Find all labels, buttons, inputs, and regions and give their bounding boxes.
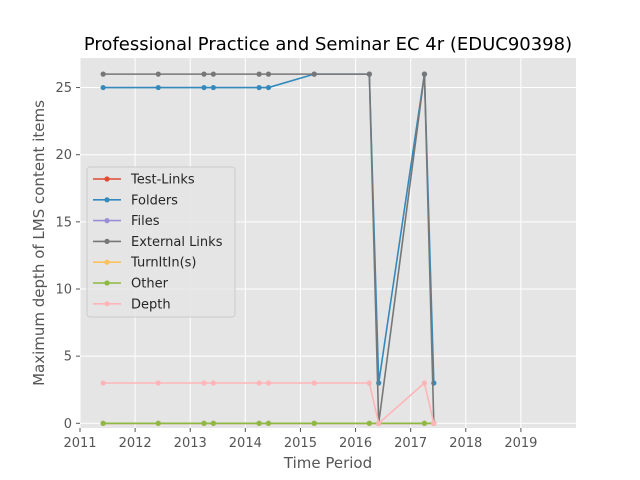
series-layer bbox=[100, 71, 437, 426]
legend-label: External Links bbox=[131, 235, 223, 250]
legend-item-test-links: Test-Links bbox=[93, 173, 195, 188]
x-tick-label: 2017 bbox=[394, 436, 427, 451]
data-point-folders bbox=[265, 84, 272, 91]
legend-marker bbox=[104, 280, 110, 286]
data-point-other bbox=[366, 420, 372, 426]
legend-marker bbox=[104, 218, 110, 224]
chart-title: Professional Practice and Seminar EC 4r … bbox=[84, 34, 572, 55]
y-tick-label: 20 bbox=[55, 148, 72, 163]
data-point-other bbox=[311, 420, 317, 426]
data-point-folders bbox=[155, 84, 161, 91]
data-point-other bbox=[256, 420, 262, 426]
data-point-depth bbox=[256, 380, 262, 386]
legend-marker bbox=[104, 176, 110, 182]
y-axis-ticks: 0 5 10 15 20 25 bbox=[55, 81, 80, 432]
data-point-external-links bbox=[421, 71, 428, 77]
x-axis-label: Time Period bbox=[283, 454, 372, 472]
data-point-depth bbox=[265, 380, 272, 386]
x-tick-label: 2018 bbox=[449, 436, 482, 451]
legend-box bbox=[86, 166, 236, 318]
y-axis-label: Maximum depth of LMS content items bbox=[30, 100, 48, 386]
data-point-external-links bbox=[311, 71, 317, 77]
legend-item-files: Files bbox=[93, 214, 160, 229]
data-point-depth bbox=[376, 420, 382, 426]
data-point-depth bbox=[201, 380, 207, 386]
legend-item-turnitin-s: TurnItIn(s) bbox=[93, 256, 196, 271]
legend-label: Depth bbox=[131, 297, 171, 312]
x-tick-label: 2016 bbox=[339, 436, 372, 451]
data-point-folders bbox=[256, 84, 262, 91]
data-point-other bbox=[421, 420, 428, 426]
data-point-depth bbox=[366, 380, 372, 386]
legend-item-folders: Folders bbox=[93, 193, 178, 208]
data-point-depth bbox=[431, 420, 437, 426]
legend-label: Folders bbox=[131, 193, 178, 208]
legend-item-other: Other bbox=[93, 277, 169, 292]
data-point-depth bbox=[100, 380, 106, 386]
data-point-depth bbox=[210, 380, 216, 386]
data-point-external-links bbox=[155, 71, 161, 77]
data-point-folders bbox=[210, 84, 216, 91]
legend: Test-Links Folders Files External Links Turn… bbox=[86, 166, 236, 318]
series-folders bbox=[100, 71, 437, 386]
x-tick-label: 2013 bbox=[174, 436, 207, 451]
data-point-external-links bbox=[100, 71, 106, 77]
x-tick-label: 2011 bbox=[63, 436, 96, 451]
data-point-depth bbox=[155, 380, 161, 386]
data-point-depth bbox=[311, 380, 317, 386]
data-point-external-links bbox=[265, 71, 272, 77]
data-point-external-links bbox=[366, 71, 372, 77]
data-point-external-links bbox=[256, 71, 262, 77]
data-point-other bbox=[201, 420, 207, 426]
y-tick-label: 25 bbox=[55, 81, 72, 96]
legend-marker bbox=[104, 197, 110, 203]
data-point-external-links bbox=[210, 71, 216, 77]
y-tick-label: 5 bbox=[64, 350, 72, 365]
x-tick-label: 2012 bbox=[119, 436, 152, 451]
legend-label: Files bbox=[131, 214, 160, 229]
data-point-folders bbox=[100, 84, 106, 91]
legend-marker bbox=[104, 238, 110, 244]
data-point-other bbox=[155, 420, 161, 426]
legend-item-external-links: External Links bbox=[93, 235, 223, 250]
x-tick-label: 2015 bbox=[284, 436, 317, 451]
legend-label: Other bbox=[131, 277, 169, 292]
legend-marker bbox=[104, 259, 110, 265]
data-point-depth bbox=[421, 380, 428, 386]
legend-item-depth: Depth bbox=[93, 297, 171, 312]
legend-label: Test-Links bbox=[130, 173, 195, 188]
data-point-external-links bbox=[201, 71, 207, 77]
legend-marker bbox=[104, 301, 110, 307]
y-tick-label: 15 bbox=[55, 215, 72, 230]
data-point-other bbox=[265, 420, 272, 426]
data-point-other bbox=[210, 420, 216, 426]
legend-label: TurnItIn(s) bbox=[130, 256, 196, 271]
x-axis-ticks: 2011 2012 2013 2014 2015 2016 2017 2018 2019 bbox=[63, 428, 537, 451]
y-tick-label: 10 bbox=[55, 282, 72, 297]
data-point-other bbox=[100, 420, 106, 426]
series-depth bbox=[100, 380, 437, 426]
data-point-folders bbox=[201, 84, 207, 91]
y-tick-label: 0 bbox=[64, 417, 72, 432]
x-tick-label: 2014 bbox=[229, 436, 262, 451]
x-tick-label: 2019 bbox=[504, 436, 537, 451]
